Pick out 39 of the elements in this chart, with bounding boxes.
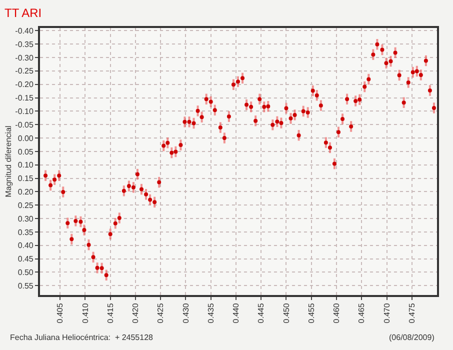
text: Fecha Juliana Heliocéntrica: + 2455128 (10, 333, 154, 342)
y-tick-label: 0.10 (18, 160, 34, 170)
y-tick-label: 0.20 (18, 187, 34, 196)
x-tick-label: 0.425 (156, 302, 166, 324)
y-tick-label: 0.45 (18, 254, 34, 264)
y-tick-label: 0.15 (18, 174, 34, 184)
x-tick-label: 0.405 (56, 302, 65, 324)
y-tick-label: 0.35 (18, 228, 34, 237)
chart-title: TT ARI (4, 6, 42, 20)
y-tick-label: -0.10 (15, 106, 34, 116)
y-tick-label: -0.25 (15, 66, 34, 76)
text: (06/08/2009) (389, 333, 435, 342)
y-tick-label: -0.40 (15, 26, 34, 36)
x-tick-label: 0.465 (357, 302, 366, 324)
x-tick-label: 0.430 (181, 302, 190, 324)
y-tick-label: -0.35 (15, 40, 34, 49)
x-tick-label: 0.445 (256, 302, 266, 324)
y-tick-label: 0.40 (18, 241, 34, 250)
y-tick-label: 0.25 (18, 200, 34, 210)
y-tick-label: -0.05 (15, 120, 34, 130)
x-tick-label: 0.435 (206, 302, 216, 324)
x-tick-label: 0.455 (306, 302, 316, 324)
y-tick-label: -0.30 (15, 53, 34, 62)
x-tick-label: 0.450 (282, 302, 291, 324)
y-tick-label: 0.30 (18, 214, 34, 224)
x-tick-label: 0.440 (232, 302, 241, 324)
y-tick-label: 0.50 (18, 268, 34, 277)
y-tick-label: -0.15 (15, 94, 34, 103)
x-tick-label: 0.410 (80, 302, 90, 324)
x-tick-label: 0.420 (131, 302, 140, 324)
y-tick-label: 0.55 (18, 281, 34, 290)
x-tick-label: 0.415 (106, 302, 115, 324)
x-tick-label: 0.460 (332, 302, 342, 324)
y-axis-title: Magnitud diferencial (4, 125, 14, 198)
y-tick-label: 0.05 (18, 147, 34, 156)
y-tick-label: -0.20 (15, 80, 34, 90)
y-tick-label: 0.00 (18, 134, 34, 143)
x-tick-label: 0.470 (382, 302, 392, 324)
x-tick-label: 0.475 (407, 302, 416, 324)
